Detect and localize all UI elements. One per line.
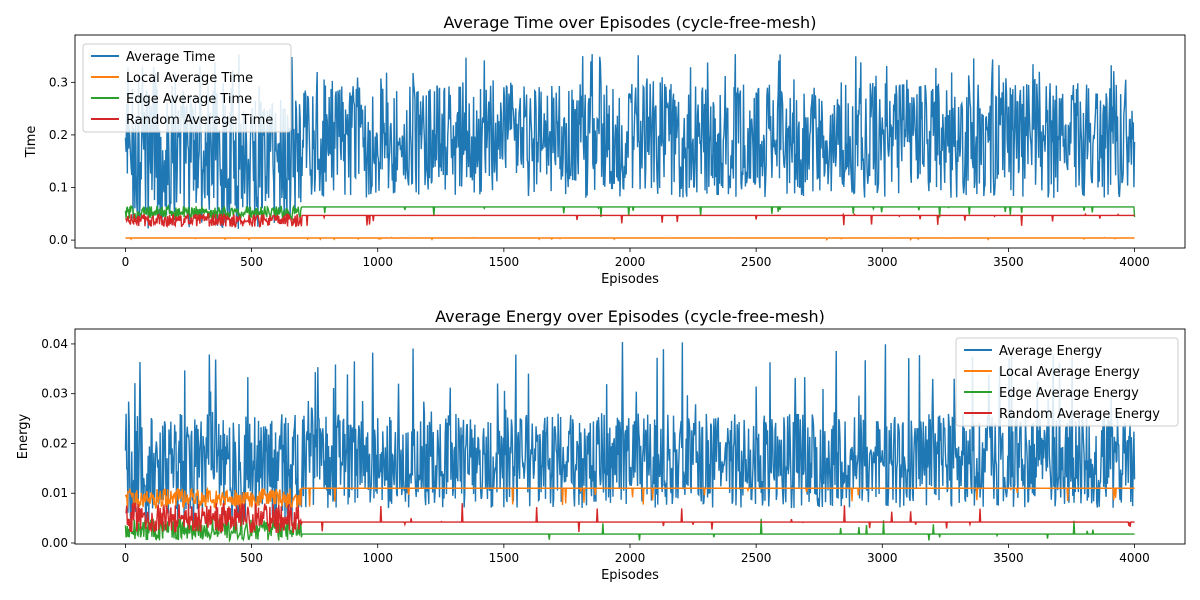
- legend: Average Energy Local Average Energy Edge A…: [955, 337, 1179, 427]
- y-tick-label: 0.01: [41, 486, 68, 500]
- x-tick-label: 4000: [1119, 255, 1150, 269]
- series-line-2: [125, 236, 1135, 242]
- x-tick-label: 4000: [1119, 551, 1150, 565]
- series-line-2: [124, 486, 1135, 510]
- x-tick-label: 1500: [489, 551, 520, 565]
- series-line-1: [124, 341, 1136, 523]
- legend-entry-4: Random Average Time: [126, 113, 273, 128]
- chart-title: Average Time over Episodes (cycle-free-m…: [444, 13, 817, 32]
- legend: Average Time Local Average Time Edge Avera…: [82, 43, 292, 133]
- legend-entry-3: Edge Average Energy: [999, 386, 1139, 401]
- legend-box: [82, 43, 292, 133]
- x-tick-label: 0: [122, 551, 130, 565]
- legend-entry-1: Average Time: [126, 50, 215, 65]
- chart-panel-1: 0 500 1000 1500 2000 2500 3000 3500 4000 0.0 0.1 0.…: [24, 13, 1186, 287]
- x-tick-label: 500: [240, 255, 263, 269]
- x-axis-label: Episodes: [601, 568, 659, 583]
- legend-box: [955, 337, 1179, 427]
- x-tick-label: 1500: [489, 255, 520, 269]
- chart-panel-2: 0 500 1000 1500 2000 2500 3000 3500 4000 0.00 0.01…: [16, 307, 1186, 583]
- y-axis-label: Time: [24, 126, 39, 159]
- y-tick-label: 0.1: [49, 181, 68, 195]
- y-tick-label: 0.04: [41, 337, 68, 351]
- x-tick-label: 2000: [615, 255, 646, 269]
- legend-entry-3: Edge Average Time: [126, 92, 252, 107]
- x-tick-label: 2500: [741, 255, 772, 269]
- y-tick-label: 0.03: [41, 387, 68, 401]
- y-tick-label: 0.2: [49, 128, 68, 142]
- x-tick-label: 0: [122, 255, 130, 269]
- x-tick-label: 3000: [867, 255, 898, 269]
- y-tick-label: 0.0: [49, 233, 68, 247]
- y-axis-label: Energy: [16, 413, 31, 459]
- legend-entry-1: Average Energy: [999, 344, 1102, 359]
- x-tick-label: 2500: [741, 551, 772, 565]
- legend-entry-2: Local Average Energy: [999, 365, 1140, 380]
- x-tick-label: 3500: [993, 255, 1024, 269]
- y-tick-label: 0.3: [49, 75, 68, 89]
- y-tick-label: 0.00: [41, 536, 68, 550]
- y-tick-label: 0.02: [41, 436, 68, 450]
- series-line-1: [124, 54, 1136, 229]
- x-tick-label: 2000: [615, 551, 646, 565]
- series-line-3: [124, 204, 1136, 221]
- x-tick-label: 3000: [867, 551, 898, 565]
- chart-title: Average Energy over Episodes (cycle-free…: [435, 307, 825, 326]
- legend-entry-2: Local Average Time: [126, 71, 253, 86]
- series-line-4: [125, 501, 1135, 534]
- x-tick-label: 1000: [362, 551, 393, 565]
- x-tick-label: 500: [240, 551, 263, 565]
- x-tick-label: 3500: [993, 551, 1024, 565]
- x-axis-label: Episodes: [601, 272, 659, 287]
- series-line-4: [125, 212, 1135, 229]
- legend-entry-4: Random Average Energy: [999, 407, 1160, 422]
- x-tick-label: 1000: [362, 255, 393, 269]
